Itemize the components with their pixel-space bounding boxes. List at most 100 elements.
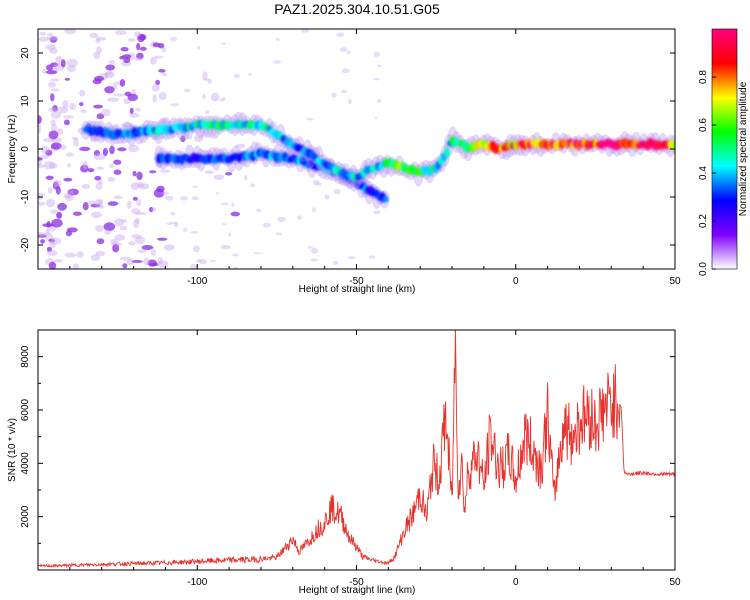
noise-blob (136, 199, 142, 207)
noise-blob (162, 72, 168, 77)
noise-blob (95, 224, 104, 232)
noise-blob (135, 107, 141, 112)
noise-blob (166, 222, 173, 226)
noise-blob (149, 206, 154, 213)
noise-blob (93, 153, 106, 161)
noise-blob (80, 109, 87, 114)
noise-blob (48, 130, 59, 140)
noise-blob (183, 227, 188, 232)
colorbar: 0.0 0.2 0.4 0.6 0.8 Normalized spectral ampl… (698, 28, 749, 276)
noise-blob (121, 121, 133, 128)
noise-blob (96, 46, 102, 54)
noise-blob (177, 116, 183, 123)
noise-blob (119, 256, 132, 261)
colorbar-tick-label: 0.8 (698, 70, 709, 84)
noise-blob (72, 263, 79, 269)
noise-blob (87, 168, 95, 173)
noise-blob (47, 187, 53, 194)
noise-blob (219, 98, 225, 102)
noise-blob (67, 188, 79, 196)
noise-blob (204, 170, 214, 175)
noise-blob (66, 58, 79, 68)
noise-blob (170, 103, 180, 107)
noise-blob (164, 195, 174, 201)
noise-blob (127, 200, 132, 209)
noise-blob (310, 258, 318, 262)
noise-blob (210, 92, 220, 102)
noise-blob (38, 157, 43, 161)
noise-blob (161, 191, 170, 196)
noise-blob (169, 36, 178, 42)
noise-blob (86, 200, 96, 205)
noise-blob (96, 113, 105, 120)
x-tick-label: -50 (349, 577, 364, 588)
frequency-ridge-group (80, 111, 675, 189)
noise-blob (71, 136, 78, 140)
noise-blob (96, 238, 105, 245)
noise-blob (275, 37, 280, 41)
noise-blob (333, 260, 339, 265)
noise-blob (108, 60, 116, 64)
noise-blob (136, 42, 141, 51)
noise-blob (373, 210, 381, 215)
noise-blob (230, 211, 240, 217)
noise-blob (62, 100, 69, 109)
noise-blob (51, 218, 63, 228)
noise-blob (119, 56, 124, 60)
noise-blob (138, 183, 150, 190)
colorbar-tick-label: 0.0 (698, 262, 709, 276)
noise-blob (348, 98, 352, 105)
y-tick-label: 0 (20, 146, 31, 152)
noise-blob (38, 193, 46, 197)
y-tick-label: 2000 (20, 505, 31, 528)
y-tick-label: 4000 (20, 452, 31, 475)
noise-blob (133, 219, 140, 228)
noise-blob (196, 45, 201, 50)
noise-blob (50, 209, 59, 214)
noise-blob (163, 162, 170, 167)
noise-blob (41, 145, 50, 155)
noise-blob (52, 105, 58, 112)
noise-blob (158, 69, 166, 73)
noise-blob (143, 257, 150, 266)
noise-blob (141, 245, 154, 250)
noise-blob (348, 256, 356, 260)
noise-blob (42, 223, 54, 228)
snr-background (38, 330, 675, 570)
noise-blob (262, 222, 271, 228)
noise-blob (60, 59, 66, 68)
noise-blob (57, 202, 67, 211)
noise-blob (38, 115, 42, 124)
noise-blob (133, 31, 142, 37)
noise-blob (170, 221, 179, 224)
noise-blob (79, 146, 91, 152)
noise-blob (65, 194, 74, 202)
y-tick-label: 8000 (20, 345, 31, 368)
secondary-ridge-mark (382, 196, 389, 203)
noise-blob (130, 182, 140, 191)
noise-blob (149, 170, 157, 174)
noise-blob (50, 119, 56, 126)
colorbar-tick-label: 0.6 (698, 118, 709, 132)
noise-blob (48, 261, 57, 269)
noise-blob (277, 216, 286, 223)
noise-blob (377, 99, 382, 103)
snr-ticks: -100 -50 0 50 2000 4000 6000 8000 (20, 329, 681, 588)
noise-blob (90, 203, 101, 208)
noise-blob (244, 175, 248, 181)
noise-blob (202, 71, 208, 81)
noise-blob (46, 250, 58, 256)
x-tick-label: -100 (187, 276, 207, 287)
noise-blob (199, 259, 208, 265)
noise-blob (103, 222, 116, 232)
noise-blob (128, 144, 140, 153)
noise-blob (95, 250, 106, 257)
noise-blob (114, 234, 126, 241)
noise-blob (136, 182, 145, 188)
noise-blob (159, 169, 171, 173)
noise-blob (114, 218, 124, 227)
x-tick-label: 0 (513, 276, 519, 287)
noise-blob (56, 211, 63, 219)
noise-blob (46, 198, 55, 208)
